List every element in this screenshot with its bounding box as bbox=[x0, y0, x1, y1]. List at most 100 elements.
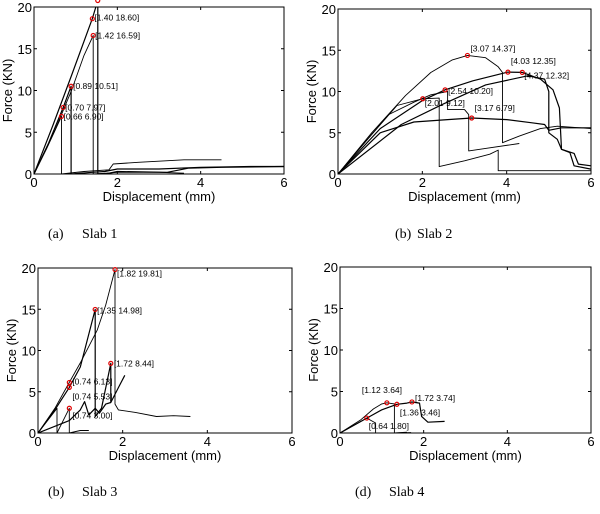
series-line-curve-6 bbox=[338, 75, 591, 174]
panel-caption-title: Slab 3 bbox=[82, 485, 117, 500]
y-tick-label: 5 bbox=[331, 385, 338, 400]
data-point-marker bbox=[66, 384, 72, 390]
data-point-label: [1.35 14.98] bbox=[97, 305, 142, 315]
y-tick-label: 20 bbox=[324, 260, 338, 275]
y-tick-label: 20 bbox=[18, 0, 32, 15]
y-tick-label: 20 bbox=[322, 2, 336, 17]
series-line-curve-4 bbox=[38, 401, 111, 433]
x-tick-label: 4 bbox=[197, 175, 204, 190]
data-point-marker bbox=[58, 113, 65, 119]
x-tick-label: 4 bbox=[504, 434, 511, 449]
x-tick-label: 2 bbox=[419, 175, 426, 190]
data-point-marker bbox=[66, 405, 72, 411]
series-line-curve-4 bbox=[338, 117, 591, 174]
panel-caption-title: Slab 4 bbox=[389, 485, 424, 500]
data-point-label: [0.70 7.97] bbox=[65, 102, 105, 112]
panel-caption-title: Slab 2 bbox=[417, 227, 452, 242]
y-axis-label: Force (KN) bbox=[0, 59, 15, 123]
data-point-marker bbox=[364, 415, 370, 421]
x-tick-label: 4 bbox=[204, 434, 211, 449]
data-point-marker bbox=[442, 87, 448, 93]
data-point-label: [3.17 6.79] bbox=[475, 103, 515, 113]
data-point-label: [1.72 8.44] bbox=[114, 358, 154, 368]
y-tick-label: 5 bbox=[25, 125, 32, 140]
series-group bbox=[34, 7, 284, 174]
data-point-label: [1.72 3.74] bbox=[415, 393, 455, 403]
data-point-label: [4.03 12.35] bbox=[511, 56, 556, 66]
x-tick-label: 2 bbox=[114, 175, 121, 190]
data-point-marker bbox=[90, 32, 96, 39]
series-line-curve-1 bbox=[338, 54, 591, 174]
data-point-label: [1.40 18.60] bbox=[94, 13, 139, 23]
data-point-marker bbox=[519, 69, 525, 75]
x-axis-label: Displacement (mm) bbox=[408, 189, 521, 204]
data-point-marker bbox=[60, 104, 66, 111]
x-tick-label: 2 bbox=[119, 434, 126, 449]
data-point-marker bbox=[409, 399, 415, 405]
data-point-marker bbox=[464, 52, 471, 59]
series-line-curve-1 bbox=[34, 115, 222, 174]
x-tick-label: 0 bbox=[336, 434, 343, 449]
series-group bbox=[38, 269, 191, 433]
data-point-label: [4.37 12.32] bbox=[524, 70, 569, 80]
series-line-curve-1 bbox=[38, 269, 191, 433]
data-point-marker bbox=[505, 69, 511, 75]
data-point-label: [2.01 9.12] bbox=[425, 98, 465, 108]
y-tick-label: 5 bbox=[29, 385, 36, 400]
x-tick-label: 6 bbox=[280, 175, 287, 190]
panel-caption-letter: (b) bbox=[395, 227, 412, 242]
x-tick-label: 2 bbox=[420, 434, 427, 449]
data-point-label: [3.07 14.37] bbox=[470, 43, 515, 53]
y-tick-label: 10 bbox=[18, 84, 32, 99]
data-point-marker bbox=[420, 96, 426, 102]
y-tick-label: 5 bbox=[329, 126, 336, 141]
data-point-label: [1.36 3.46] bbox=[400, 407, 440, 417]
y-tick-label: 10 bbox=[324, 343, 338, 358]
data-point-label: [0.74 3.00] bbox=[72, 410, 112, 420]
series-line-curve-4 bbox=[34, 7, 284, 174]
data-point-marker bbox=[66, 379, 72, 386]
data-point-label: [0.89 10.51] bbox=[73, 81, 118, 91]
series-group bbox=[338, 54, 591, 174]
series-line-curve-2 bbox=[38, 308, 126, 433]
data-point-marker bbox=[469, 115, 475, 121]
data-point-label: [0.74 5.53] bbox=[72, 391, 112, 401]
series-line-curve-3 bbox=[34, 35, 185, 174]
y-tick-label: 0 bbox=[331, 426, 338, 441]
y-tick-label: 0 bbox=[329, 167, 336, 182]
data-point-label: [0.66 6.90] bbox=[64, 111, 104, 121]
y-tick-label: 0 bbox=[29, 426, 36, 441]
series-line-curve-3 bbox=[38, 407, 89, 433]
y-tick-label: 10 bbox=[322, 85, 336, 100]
panel-caption-letter: (a) bbox=[48, 227, 64, 242]
y-tick-label: 15 bbox=[22, 302, 36, 317]
y-tick-label: 0 bbox=[25, 167, 32, 182]
x-tick-label: 6 bbox=[587, 434, 594, 449]
chart-panel-2: 0 2 4 6 0 5 10 15 20 Displacement (mm) Force (KN) [… bbox=[304, 2, 595, 242]
data-point-marker bbox=[384, 400, 390, 406]
data-point-marker bbox=[394, 401, 400, 407]
x-axis-label: Displacement (mm) bbox=[103, 189, 216, 204]
y-axis-label: Force (KN) bbox=[4, 319, 19, 383]
x-tick-label: 6 bbox=[288, 434, 295, 449]
data-point-label: [2.54 10.20] bbox=[448, 86, 493, 96]
data-point-marker bbox=[112, 266, 118, 273]
y-tick-label: 10 bbox=[22, 344, 36, 359]
y-tick-label: 15 bbox=[322, 43, 336, 58]
data-point-label: [0.74 6.13] bbox=[72, 376, 112, 386]
chart-panel-3: 0 2 4 6 0 5 10 15 20 Displacement (mm) Force (KN) [… bbox=[4, 261, 296, 500]
x-tick-label: 4 bbox=[503, 175, 510, 190]
data-point-marker bbox=[92, 306, 98, 313]
x-axis-label: Displacement (mm) bbox=[409, 448, 522, 463]
series-line-curve-3 bbox=[340, 417, 412, 433]
y-tick-label: 20 bbox=[22, 261, 36, 276]
chart-panel-4: 0 2 4 6 0 5 10 15 20 Displacement (mm) Force (KN) [… bbox=[306, 260, 595, 500]
data-point-marker bbox=[89, 16, 95, 22]
x-tick-label: 0 bbox=[30, 175, 37, 190]
data-point-marker bbox=[68, 83, 74, 89]
data-point-marker bbox=[108, 360, 114, 366]
panel-caption-title: Slab 1 bbox=[82, 227, 117, 242]
data-point-label: [1.12 3.64] bbox=[362, 385, 402, 395]
chart-panel-1: 0 2 4 6 0 5 10 15 20 Displacement (mm) Force (KN) [… bbox=[0, 0, 288, 242]
